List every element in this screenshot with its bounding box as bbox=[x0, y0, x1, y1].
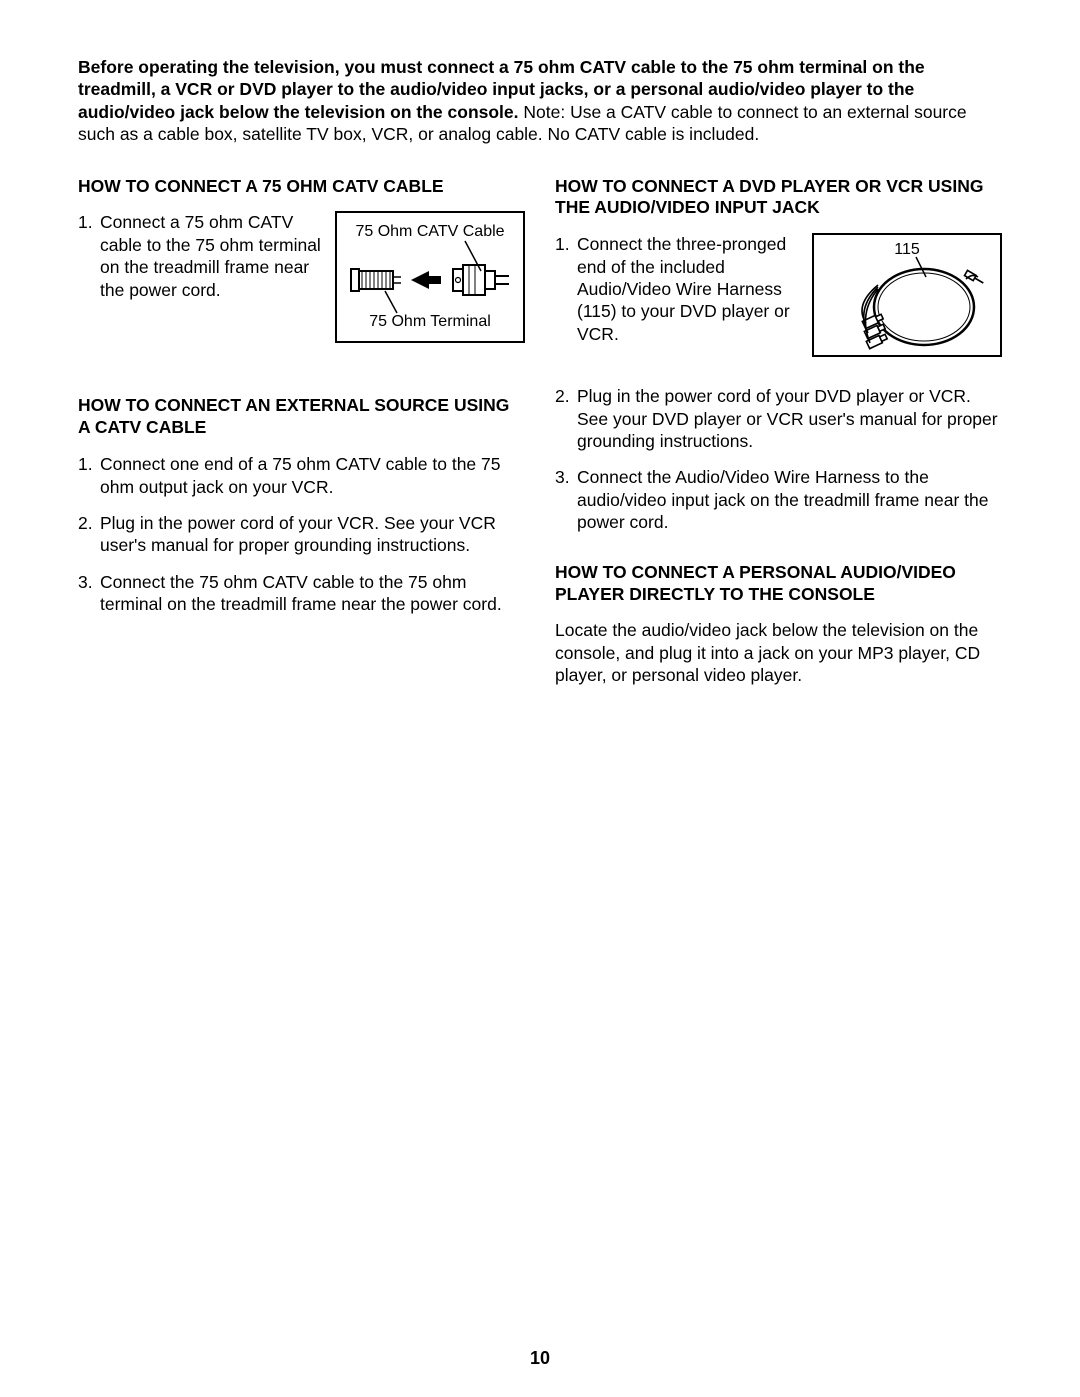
right-column: HOW TO CONNECT A DVD PLAYER OR VCR USING… bbox=[555, 176, 1002, 701]
heading-personal-av: HOW TO CONNECT A PERSONAL AUDIO/VIDEO PL… bbox=[555, 562, 1002, 606]
step-number: 2. bbox=[555, 385, 577, 452]
step-text: Connect the Audio/Video Wire Harness to … bbox=[577, 466, 1002, 533]
figure-catv-cable: 75 Ohm CATV Cable bbox=[335, 211, 525, 343]
dvd-step-3: 3. Connect the Audio/Video Wire Harness … bbox=[555, 466, 1002, 533]
step-number: 3. bbox=[78, 571, 100, 616]
ext-step-2: 2. Plug in the power cord of your VCR. S… bbox=[78, 512, 525, 557]
dvd-step-row: 1. Connect the three-pronged end of the … bbox=[555, 233, 1002, 357]
step-text: Plug in the power cord of your DVD playe… bbox=[577, 385, 1002, 452]
dvd-step-1: 1. Connect the three-pronged end of the … bbox=[555, 233, 798, 345]
ext-step-1: 1. Connect one end of a 75 ohm CATV cabl… bbox=[78, 453, 525, 498]
catv-step-1: 1. Connect a 75 ohm CATV cable to the 75… bbox=[78, 211, 321, 301]
dvd-step-2: 2. Plug in the power cord of your DVD pl… bbox=[555, 385, 1002, 452]
heading-external-source: HOW TO CONNECT AN EXTERNAL SOURCE USING … bbox=[78, 395, 525, 439]
step-number: 1. bbox=[78, 211, 100, 301]
av-harness-diagram-icon bbox=[814, 235, 1000, 355]
left-column: HOW TO CONNECT A 75 OHM CATV CABLE 1. Co… bbox=[78, 176, 525, 701]
catv-step-row: 1. Connect a 75 ohm CATV cable to the 75… bbox=[78, 211, 525, 343]
two-column-layout: HOW TO CONNECT A 75 OHM CATV CABLE 1. Co… bbox=[78, 176, 1002, 701]
step-text: Connect the three-pronged end of the inc… bbox=[577, 233, 798, 345]
heading-connect-catv: HOW TO CONNECT A 75 OHM CATV CABLE bbox=[78, 176, 525, 198]
intro-paragraph: Before operating the television, you mus… bbox=[78, 56, 1002, 146]
step-number: 1. bbox=[555, 233, 577, 345]
step-text: Plug in the power cord of your VCR. See … bbox=[100, 512, 525, 557]
heading-dvd-vcr: HOW TO CONNECT A DVD PLAYER OR VCR USING… bbox=[555, 176, 1002, 220]
step-text: Connect the 75 ohm CATV cable to the 75 … bbox=[100, 571, 525, 616]
step-number: 2. bbox=[78, 512, 100, 557]
step-number: 3. bbox=[555, 466, 577, 533]
figure-av-harness: 115 bbox=[812, 233, 1002, 357]
step-text: Connect a 75 ohm CATV cable to the 75 oh… bbox=[100, 211, 321, 301]
step-number: 1. bbox=[78, 453, 100, 498]
personal-av-paragraph: Locate the audio/video jack below the te… bbox=[555, 619, 1002, 686]
step-text: Connect one end of a 75 ohm CATV cable t… bbox=[100, 453, 525, 498]
page-number: 10 bbox=[0, 1348, 1080, 1369]
ext-step-3: 3. Connect the 75 ohm CATV cable to the … bbox=[78, 571, 525, 616]
fig1-label-bottom: 75 Ohm Terminal bbox=[337, 313, 523, 331]
